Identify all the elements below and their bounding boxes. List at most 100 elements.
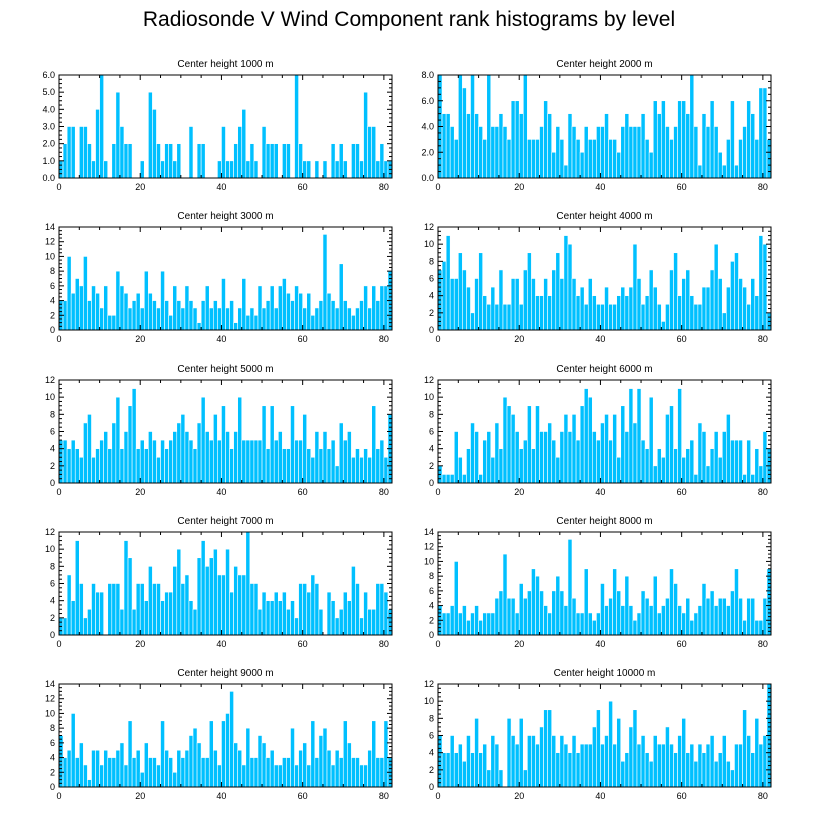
panel-title: Center height 5000 m bbox=[177, 364, 273, 375]
y-tick-label: 8 bbox=[429, 571, 434, 581]
y-tick-label: 10 bbox=[45, 392, 55, 402]
bar bbox=[746, 735, 751, 788]
x-tick-label: 40 bbox=[216, 334, 226, 344]
bar bbox=[648, 760, 654, 788]
bar bbox=[640, 735, 646, 788]
y-tick-label: 2.0 bbox=[421, 147, 434, 157]
y-tick-label: 4 bbox=[429, 291, 434, 301]
bar bbox=[673, 752, 678, 788]
y-tick-label: 4 bbox=[50, 296, 55, 306]
y-tick-label: 0 bbox=[50, 782, 55, 792]
y-tick-label: 12 bbox=[45, 237, 55, 247]
bar bbox=[689, 743, 695, 788]
bars bbox=[437, 683, 772, 788]
bar bbox=[665, 726, 670, 788]
bar bbox=[445, 752, 451, 788]
chart-main-title: Radiosonde V Wind Component rank histogr… bbox=[142, 8, 676, 31]
y-tick-label: 0 bbox=[429, 478, 434, 488]
bar bbox=[486, 769, 492, 788]
y-tick-label: 6 bbox=[50, 579, 55, 589]
bar bbox=[754, 718, 760, 788]
bar bbox=[470, 752, 475, 788]
x-tick-label: 60 bbox=[298, 334, 308, 344]
bar bbox=[514, 743, 520, 788]
y-tick-label: 2 bbox=[429, 308, 434, 318]
x-tick-label: 40 bbox=[216, 639, 226, 649]
y-tick-label: 8 bbox=[50, 409, 55, 419]
bar bbox=[762, 735, 768, 788]
y-tick-label: 2 bbox=[429, 461, 434, 471]
y-tick-label: 0 bbox=[429, 630, 434, 640]
y-tick-label: 12 bbox=[45, 527, 55, 537]
panel-title: Center height 10000 m bbox=[554, 668, 656, 679]
y-tick-label: 8 bbox=[429, 256, 434, 266]
bar bbox=[742, 709, 747, 788]
y-tick-label: 8 bbox=[429, 409, 434, 419]
x-tick-label: 60 bbox=[677, 334, 687, 344]
y-tick-label: 10 bbox=[424, 696, 434, 706]
x-tick-label: 20 bbox=[135, 791, 145, 801]
bar bbox=[457, 743, 463, 788]
y-tick-label: 4.0 bbox=[42, 104, 55, 114]
bar bbox=[685, 752, 691, 788]
x-tick-label: 0 bbox=[56, 182, 61, 192]
x-tick-label: 20 bbox=[514, 791, 524, 801]
y-tick-label: 4.0 bbox=[421, 122, 434, 132]
x-tick-label: 80 bbox=[379, 791, 389, 801]
y-tick-label: 0 bbox=[50, 478, 55, 488]
x-tick-label: 60 bbox=[298, 639, 308, 649]
y-tick-label: 0.0 bbox=[42, 173, 55, 183]
y-tick-label: 8.0 bbox=[421, 70, 434, 80]
bar bbox=[522, 769, 528, 788]
bars bbox=[58, 234, 393, 331]
bar bbox=[604, 735, 609, 788]
bar bbox=[592, 726, 597, 788]
y-tick-label: 3.0 bbox=[42, 122, 55, 132]
x-tick-label: 0 bbox=[56, 639, 61, 649]
x-tick-label: 60 bbox=[298, 182, 308, 192]
y-tick-label: 8 bbox=[429, 713, 434, 723]
y-tick-label: 14 bbox=[45, 679, 55, 689]
bar bbox=[656, 743, 662, 788]
y-tick-label: 12 bbox=[424, 222, 434, 232]
x-tick-label: 0 bbox=[435, 487, 440, 497]
x-tick-label: 20 bbox=[135, 639, 145, 649]
bar bbox=[518, 718, 524, 788]
bar bbox=[466, 735, 471, 788]
y-tick-label: 2 bbox=[50, 461, 55, 471]
bar bbox=[449, 735, 455, 788]
bar bbox=[709, 735, 715, 788]
x-tick-label: 80 bbox=[379, 639, 389, 649]
x-tick-label: 0 bbox=[56, 487, 61, 497]
bar bbox=[490, 735, 496, 788]
y-tick-label: 4 bbox=[429, 444, 434, 454]
bar bbox=[571, 735, 577, 788]
y-tick-label: 12 bbox=[45, 694, 55, 704]
bar bbox=[494, 743, 500, 788]
x-tick-label: 60 bbox=[677, 487, 687, 497]
x-tick-label: 60 bbox=[298, 791, 308, 801]
bar bbox=[669, 743, 674, 788]
bar bbox=[705, 743, 711, 788]
bar bbox=[596, 709, 601, 788]
bar bbox=[652, 735, 658, 788]
y-tick-label: 4 bbox=[429, 748, 434, 758]
bar bbox=[567, 752, 573, 788]
y-tick-label: 10 bbox=[424, 239, 434, 249]
y-tick-label: 2 bbox=[429, 765, 434, 775]
x-tick-label: 20 bbox=[514, 182, 524, 192]
panel-title: Center height 2000 m bbox=[556, 59, 652, 70]
x-tick-label: 80 bbox=[758, 334, 768, 344]
y-tick-label: 10 bbox=[45, 251, 55, 261]
x-tick-label: 0 bbox=[435, 182, 440, 192]
x-tick-label: 20 bbox=[135, 182, 145, 192]
y-tick-label: 6 bbox=[429, 731, 434, 741]
bar bbox=[738, 743, 743, 788]
y-tick-label: 4 bbox=[429, 601, 434, 611]
y-tick-label: 6 bbox=[429, 586, 434, 596]
bar bbox=[531, 735, 536, 788]
